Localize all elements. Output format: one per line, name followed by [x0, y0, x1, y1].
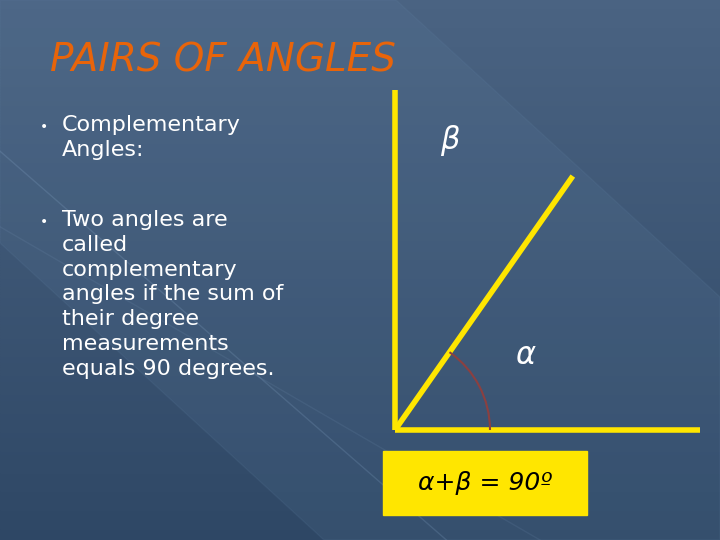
Bar — [0, 478, 720, 481]
Bar — [0, 297, 720, 300]
Bar — [0, 35, 720, 38]
Bar — [0, 316, 720, 319]
Bar — [0, 230, 720, 232]
Bar — [0, 446, 720, 448]
Bar — [0, 516, 720, 518]
Bar — [0, 532, 720, 535]
Bar — [0, 416, 720, 418]
Bar — [0, 111, 720, 113]
Bar — [0, 440, 720, 443]
Bar — [0, 240, 720, 243]
Bar — [0, 165, 720, 167]
Bar — [0, 429, 720, 432]
Bar — [0, 405, 720, 408]
Bar — [0, 135, 720, 138]
Bar — [0, 194, 720, 197]
Bar — [0, 354, 720, 356]
Bar — [0, 494, 720, 497]
Bar — [0, 348, 720, 351]
Bar — [0, 32, 720, 35]
Bar — [0, 127, 720, 130]
Bar — [0, 362, 720, 364]
Bar — [0, 335, 720, 338]
Bar — [0, 173, 720, 176]
Bar — [0, 413, 720, 416]
Bar — [0, 30, 720, 32]
Bar — [0, 19, 720, 22]
Bar — [0, 40, 720, 43]
Bar — [0, 508, 720, 510]
Bar — [0, 140, 720, 143]
Bar — [0, 489, 720, 491]
Bar — [0, 386, 720, 389]
Bar — [0, 113, 720, 116]
Bar — [0, 456, 720, 459]
Bar — [0, 8, 720, 11]
Bar — [0, 267, 720, 270]
Text: β: β — [440, 125, 460, 156]
Text: PAIRS OF ANGLES: PAIRS OF ANGLES — [50, 42, 396, 80]
Bar — [0, 535, 720, 537]
Bar — [0, 394, 720, 397]
Bar — [0, 219, 720, 221]
Bar — [0, 270, 720, 273]
Bar — [0, 208, 720, 211]
Text: •: • — [40, 120, 48, 134]
Bar — [0, 178, 720, 181]
Bar — [0, 375, 720, 378]
Bar — [0, 402, 720, 405]
Bar — [0, 472, 720, 475]
Bar — [0, 254, 720, 256]
Bar — [0, 302, 720, 305]
Bar — [0, 92, 720, 94]
Bar — [0, 59, 720, 62]
Bar — [0, 370, 720, 373]
Bar — [0, 108, 720, 111]
Bar — [0, 22, 720, 24]
Bar — [0, 5, 720, 8]
Bar — [0, 224, 720, 227]
Bar — [0, 410, 720, 413]
Bar — [0, 103, 720, 105]
Bar — [0, 246, 720, 248]
Bar — [0, 216, 720, 219]
Bar — [0, 281, 720, 284]
Bar — [0, 176, 720, 178]
Bar — [0, 151, 720, 154]
Bar — [0, 338, 720, 340]
FancyBboxPatch shape — [383, 451, 587, 515]
Bar — [0, 256, 720, 259]
Bar — [0, 51, 720, 54]
Bar — [0, 11, 720, 14]
Bar — [0, 0, 720, 3]
Bar — [0, 273, 720, 275]
Bar — [0, 294, 720, 297]
Bar — [0, 367, 720, 370]
Bar — [0, 308, 720, 310]
Bar — [0, 157, 720, 159]
Bar — [0, 408, 720, 410]
Bar — [0, 235, 720, 238]
Bar — [0, 462, 720, 464]
Bar — [0, 437, 720, 440]
Bar — [0, 84, 720, 86]
Bar — [0, 275, 720, 278]
Bar — [0, 421, 720, 424]
Bar — [0, 467, 720, 470]
Bar — [0, 513, 720, 516]
Bar — [0, 192, 720, 194]
Bar — [0, 265, 720, 267]
Bar — [0, 259, 720, 262]
Bar — [0, 529, 720, 532]
Bar — [0, 521, 720, 524]
Bar — [0, 364, 720, 367]
Bar — [0, 381, 720, 383]
Bar — [0, 427, 720, 429]
Text: Complementary
Angles:: Complementary Angles: — [62, 115, 241, 160]
Bar — [0, 286, 720, 289]
Bar — [0, 500, 720, 502]
Bar — [0, 46, 720, 49]
Bar — [0, 313, 720, 316]
Bar — [0, 464, 720, 467]
